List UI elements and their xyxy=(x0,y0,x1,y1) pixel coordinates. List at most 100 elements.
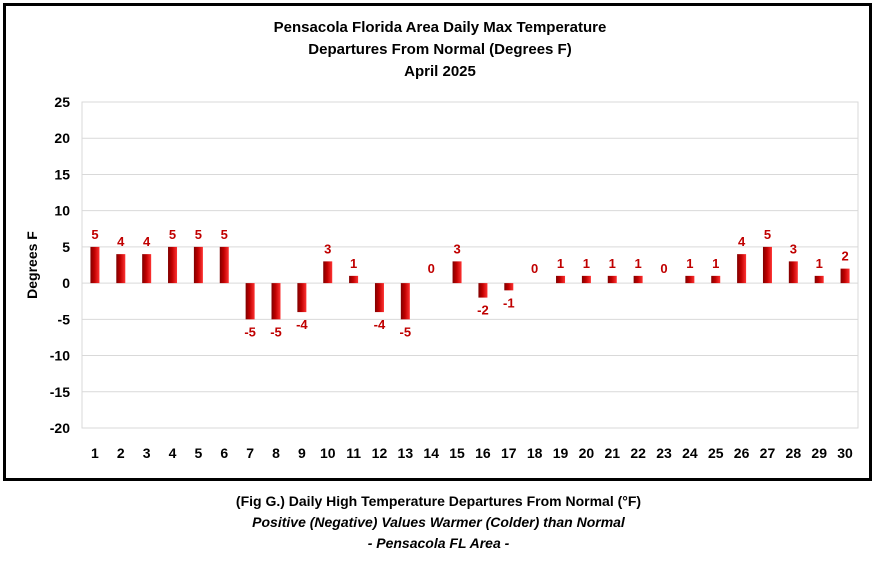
data-label: 4 xyxy=(143,234,151,249)
data-label: 0 xyxy=(660,261,667,276)
x-tick-label: 26 xyxy=(734,445,750,461)
x-tick-label: 3 xyxy=(143,445,151,461)
x-tick-label: 7 xyxy=(246,445,254,461)
y-axis-tick-labels: 25 20 15 10 5 0 -5 -10 -15 -20 xyxy=(50,94,70,436)
bar xyxy=(788,261,798,284)
bar xyxy=(116,254,126,284)
y-axis-title: Degrees F xyxy=(24,231,40,299)
data-label: -5 xyxy=(400,324,412,339)
y-tick-label: 15 xyxy=(54,166,70,182)
data-label: -4 xyxy=(296,317,308,332)
x-tick-label: 5 xyxy=(195,445,203,461)
data-label: 1 xyxy=(609,256,616,271)
data-label: 1 xyxy=(350,256,357,271)
data-label: 5 xyxy=(91,227,98,242)
bar xyxy=(400,283,410,320)
bar xyxy=(323,261,333,284)
y-tick-label: -5 xyxy=(58,311,71,327)
x-tick-label: 29 xyxy=(811,445,827,461)
plot-area xyxy=(81,101,859,429)
figure-caption: (Fig G.) Daily High Temperature Departur… xyxy=(0,491,877,554)
data-label: -5 xyxy=(270,324,282,339)
x-tick-label: 9 xyxy=(298,445,306,461)
y-tick-label: -15 xyxy=(50,384,70,400)
data-label: 1 xyxy=(712,256,719,271)
bar xyxy=(607,275,617,284)
chart-title-line-1: Pensacola Florida Area Daily Max Tempera… xyxy=(274,19,607,36)
data-label: 4 xyxy=(117,234,125,249)
bar xyxy=(168,246,178,284)
gridlines xyxy=(82,101,858,429)
data-label: 3 xyxy=(453,241,460,256)
bar xyxy=(840,268,850,284)
bar xyxy=(633,275,643,284)
x-tick-label: 15 xyxy=(449,445,465,461)
caption-line-2: Positive (Negative) Values Warmer (Colde… xyxy=(252,514,625,530)
data-label: 2 xyxy=(841,249,848,264)
data-label: 1 xyxy=(583,256,590,271)
x-tick-label: 25 xyxy=(708,445,724,461)
bar xyxy=(504,283,514,291)
x-tick-label: 21 xyxy=(604,445,620,461)
bar xyxy=(271,283,281,320)
bar xyxy=(762,246,772,284)
data-label: 5 xyxy=(764,227,771,242)
data-label: 5 xyxy=(169,227,176,242)
x-tick-label: 11 xyxy=(346,445,361,461)
data-label: -2 xyxy=(477,303,489,318)
bar xyxy=(556,275,566,284)
bar xyxy=(737,254,747,284)
caption-line-1: (Fig G.) Daily High Temperature Departur… xyxy=(235,493,642,509)
bar xyxy=(581,275,591,284)
x-tick-label: 30 xyxy=(837,445,853,461)
bar xyxy=(374,283,384,313)
y-tick-label: 20 xyxy=(54,130,70,146)
y-tick-label: 10 xyxy=(54,203,70,219)
x-tick-label: 19 xyxy=(553,445,569,461)
y-tick-label: 25 xyxy=(54,94,70,110)
data-label: 4 xyxy=(738,234,746,249)
chart-title: Pensacola Florida Area Daily Max Tempera… xyxy=(274,19,607,80)
bar xyxy=(193,246,203,284)
x-tick-label: 22 xyxy=(630,445,646,461)
data-label: -5 xyxy=(244,324,256,339)
x-tick-label: 2 xyxy=(117,445,125,461)
bar xyxy=(142,254,152,284)
x-tick-label: 17 xyxy=(501,445,517,461)
data-label: 5 xyxy=(221,227,228,242)
data-label: 0 xyxy=(428,261,435,276)
bar xyxy=(685,275,695,284)
chart-title-line-2: Departures From Normal (Degrees F) xyxy=(308,41,571,58)
data-label: 5 xyxy=(195,227,202,242)
data-label: 1 xyxy=(557,256,564,271)
y-tick-label: -20 xyxy=(50,420,70,436)
bar xyxy=(814,275,824,284)
bar xyxy=(297,283,307,313)
x-tick-label: 28 xyxy=(786,445,802,461)
bar-chart: Pensacola Florida Area Daily Max Tempera… xyxy=(24,19,859,461)
bar xyxy=(90,246,100,284)
x-tick-label: 12 xyxy=(372,445,388,461)
x-tick-label: 1 xyxy=(91,445,99,461)
bars xyxy=(90,246,850,320)
x-tick-label: 27 xyxy=(760,445,776,461)
y-tick-label: 0 xyxy=(62,275,70,291)
x-tick-label: 6 xyxy=(220,445,228,461)
bar xyxy=(711,275,721,284)
data-label: 1 xyxy=(686,256,693,271)
data-label: 1 xyxy=(635,256,642,271)
x-tick-label: 4 xyxy=(169,445,177,461)
x-tick-label: 20 xyxy=(579,445,595,461)
x-tick-label: 18 xyxy=(527,445,543,461)
bar xyxy=(452,261,462,284)
data-label: -1 xyxy=(503,295,515,310)
data-label: -4 xyxy=(374,317,386,332)
data-label: 0 xyxy=(531,261,538,276)
bar xyxy=(478,283,488,298)
chart-frame: Pensacola Florida Area Daily Max Tempera… xyxy=(3,3,872,481)
x-tick-label: 13 xyxy=(398,445,414,461)
y-tick-label: -10 xyxy=(50,348,70,364)
x-tick-label: 23 xyxy=(656,445,672,461)
data-label: 1 xyxy=(816,256,823,271)
bar xyxy=(349,275,359,284)
